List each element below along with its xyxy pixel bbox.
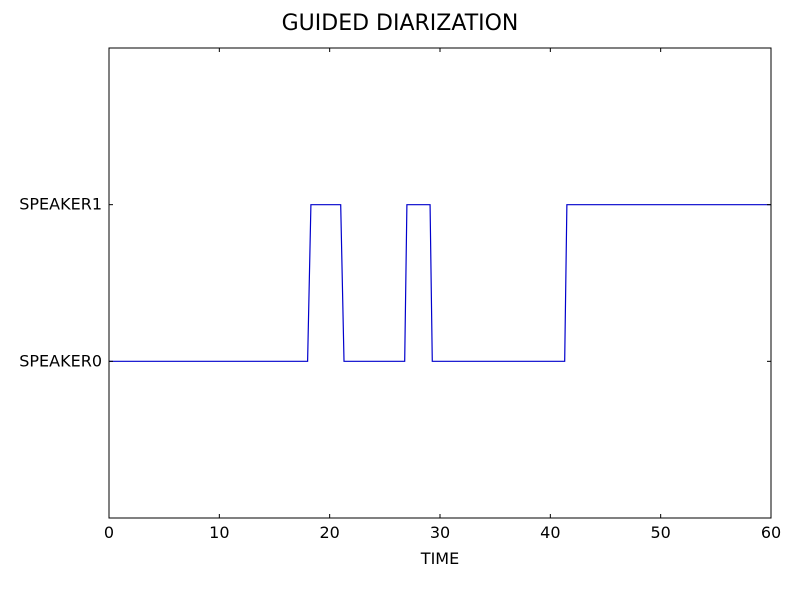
- chart-title: GUIDED DIARIZATION: [282, 11, 519, 36]
- x-tick-label: 0: [104, 523, 114, 542]
- series-line-0: [109, 204, 771, 362]
- y-tick-label: SPEAKER1: [19, 195, 102, 214]
- x-tick-label: 40: [540, 523, 560, 542]
- plot-frame: [108, 47, 772, 519]
- x-tick-label: 30: [430, 523, 450, 542]
- y-tick-label: SPEAKER0: [19, 351, 102, 370]
- x-axis-label: TIME: [420, 549, 459, 568]
- x-tick-label: 50: [650, 523, 670, 542]
- axis-ticks: 0 10 20 30 40 50 60 SPEAKER0 SPEAKER1: [19, 48, 781, 542]
- x-tick-label: 10: [209, 523, 229, 542]
- x-tick-label: 60: [761, 523, 781, 542]
- x-tick-label: 20: [319, 523, 339, 542]
- plot-area: [109, 204, 771, 362]
